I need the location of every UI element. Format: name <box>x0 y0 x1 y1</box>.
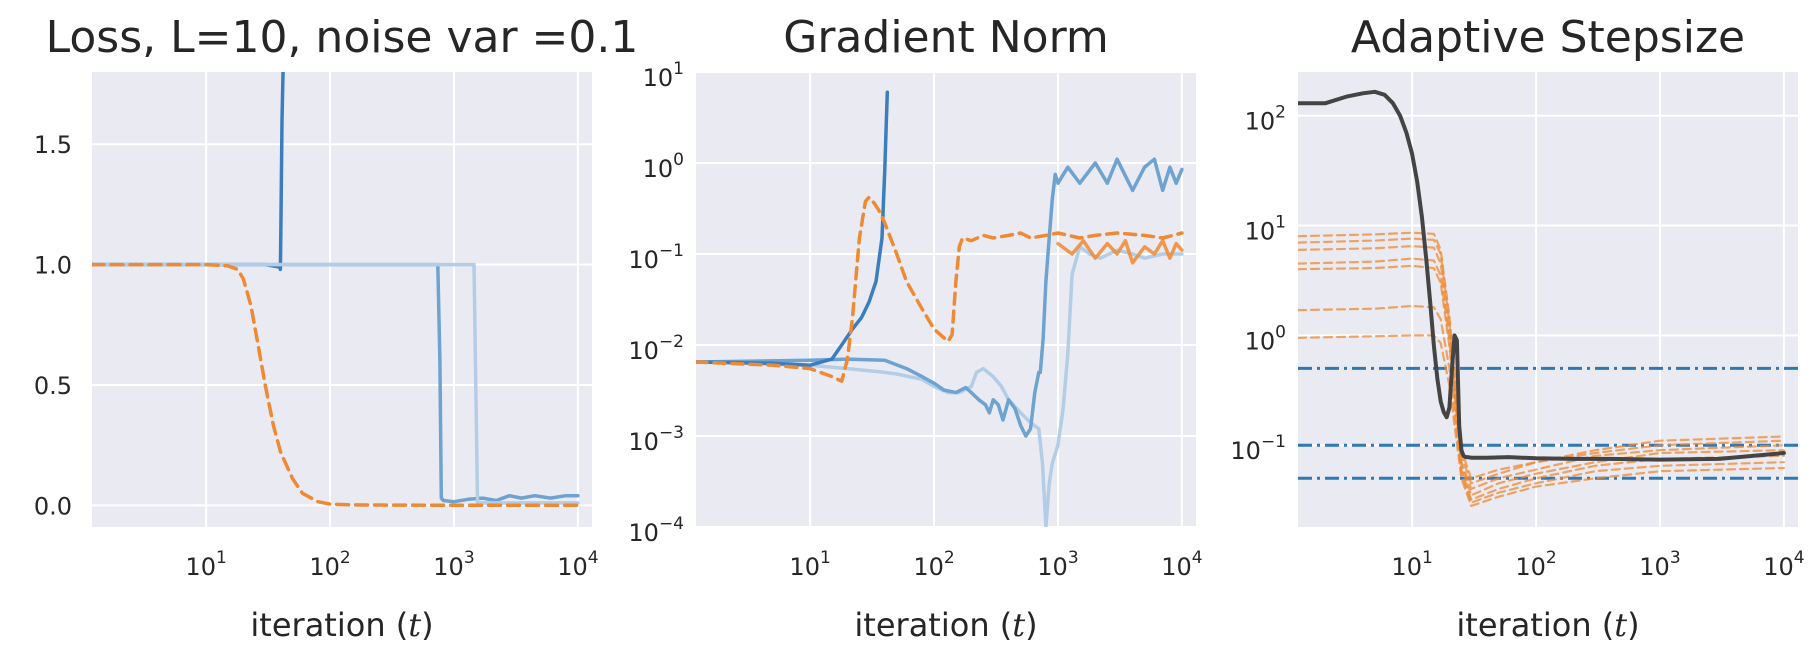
plot-area <box>92 72 592 527</box>
tick-label: 0.5 <box>34 372 72 400</box>
tick-label: 103 <box>1037 548 1078 581</box>
series-line-3 <box>696 90 890 367</box>
tick-label: 101 <box>1391 548 1432 581</box>
tick-label: 101 <box>789 548 830 581</box>
tick-label: 10−2 <box>628 332 684 365</box>
series-line-3 <box>92 262 580 505</box>
series-line-8 <box>1298 89 1786 462</box>
tick-label: 0.0 <box>34 492 72 520</box>
tick-label: 101 <box>1245 213 1286 246</box>
tick-label: 102 <box>913 548 954 581</box>
tick-label: 104 <box>557 548 598 581</box>
tick-label: 101 <box>643 59 684 92</box>
x-axis-label: iteration (t) <box>1456 606 1639 644</box>
plot-area <box>696 72 1196 527</box>
chart-panel-1: 101 102 103 104 0.0 0.5 1.0 1.5 Loss, L=10, nois… <box>34 12 639 644</box>
grid <box>696 71 1196 528</box>
chart-title: Loss, L=10, noise var =0.1 <box>46 12 639 63</box>
tick-label: 1.0 <box>34 252 72 280</box>
series-line-4 <box>1298 257 1785 497</box>
tick-label: 103 <box>433 548 474 581</box>
tick-label: 100 <box>643 150 684 183</box>
chart-panel-3: 101 102 103 104 10−1 100 101 102 Adaptive Stepsi… <box>1230 12 1804 644</box>
series-line-4 <box>696 195 1184 383</box>
x-axis-label: iteration (t) <box>854 606 1037 644</box>
series-group <box>696 90 1184 527</box>
tick-label: 10−3 <box>628 423 684 456</box>
tick-label: 104 <box>1763 548 1804 581</box>
tick-label: 100 <box>1245 322 1286 355</box>
tick-label: 102 <box>309 548 350 581</box>
tick-label: 102 <box>1245 103 1286 136</box>
chart-title: Adaptive Stepsize <box>1351 12 1745 63</box>
tick-label: 10−1 <box>1230 432 1286 465</box>
series-line-2 <box>696 157 1184 438</box>
x-axis-label: iteration (t) <box>250 606 433 644</box>
tick-label: 103 <box>1639 548 1680 581</box>
chart-panel-2: 101 102 103 104 10−4 10−3 10−2 10−1 100 101 Gradie… <box>628 12 1202 644</box>
chart-title: Gradient Norm <box>783 12 1109 63</box>
series-group <box>1298 89 1798 507</box>
tick-label: 10−4 <box>628 514 684 547</box>
tick-label: 1.5 <box>34 131 72 159</box>
series-line-4 <box>92 262 580 508</box>
series-line-5 <box>1056 238 1184 265</box>
tick-label: 102 <box>1515 548 1556 581</box>
tick-label: 10−1 <box>628 241 684 274</box>
series-group <box>92 72 580 508</box>
tick-label: 104 <box>1161 548 1202 581</box>
tick-label: 101 <box>185 548 226 581</box>
